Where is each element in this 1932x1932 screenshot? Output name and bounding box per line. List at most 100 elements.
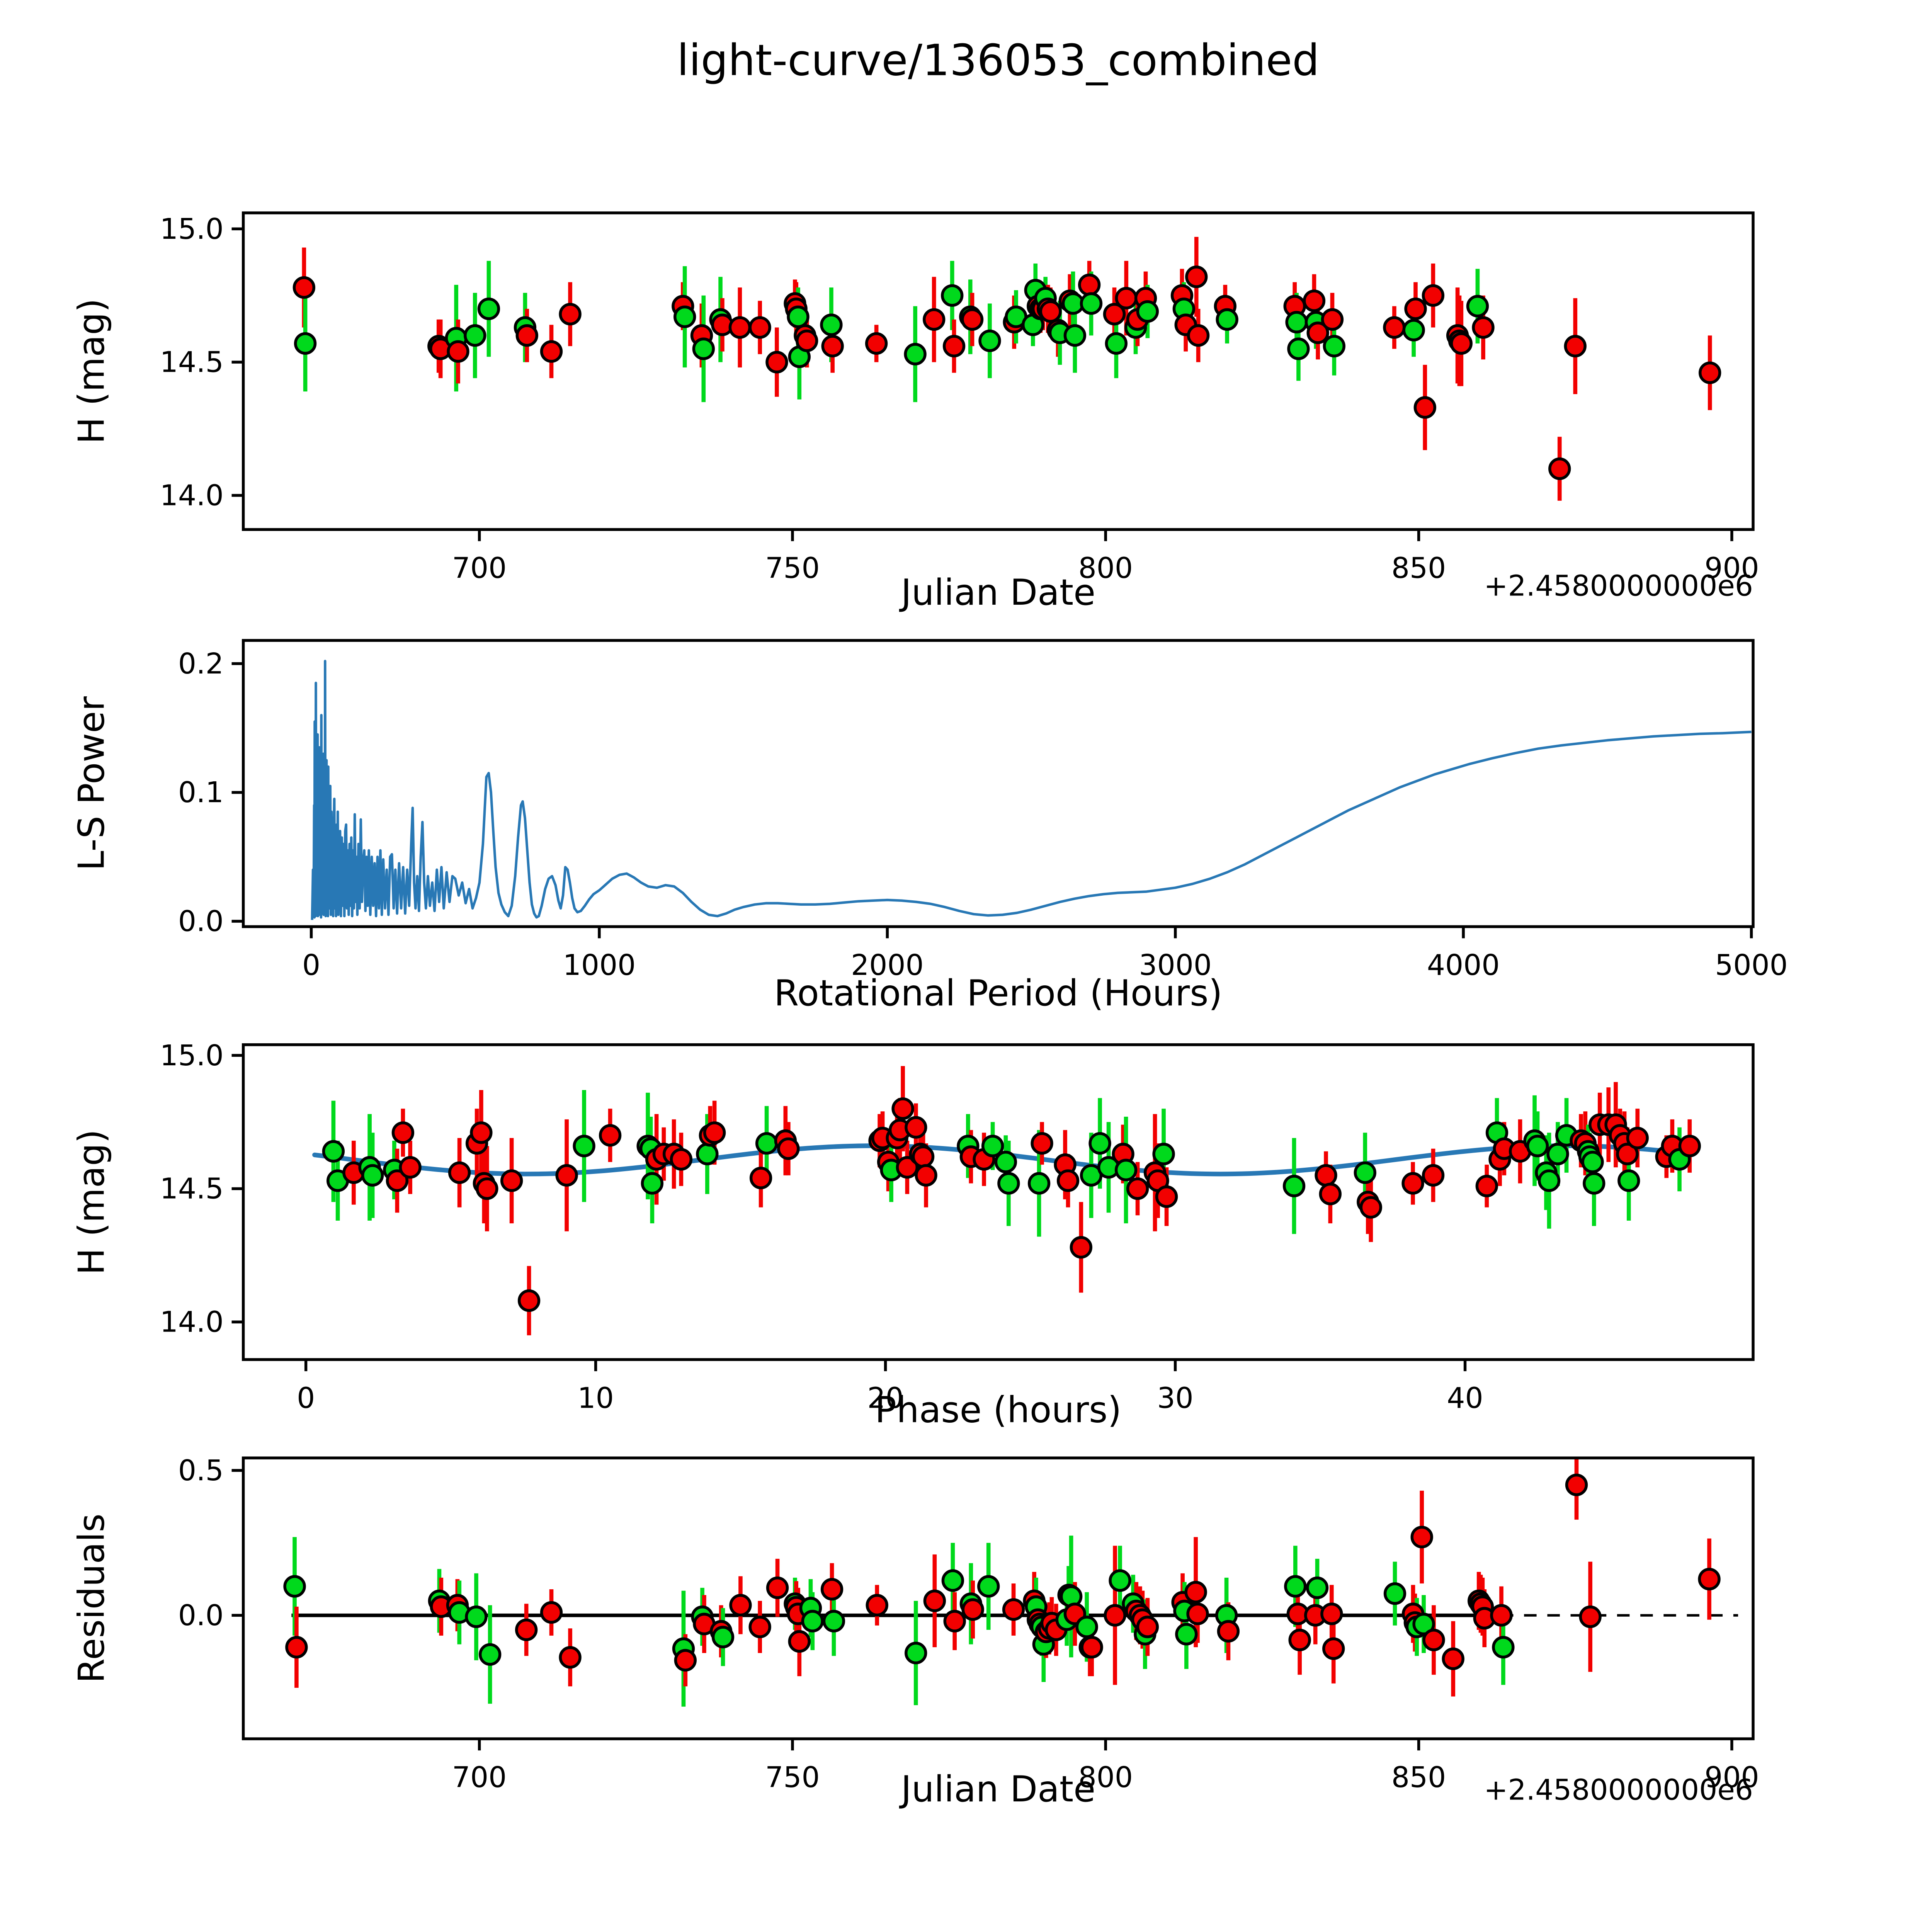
panel-periodogram: 0 1000 2000 3000 4000 5000 0.2 0.1 0.0 Rotational…	[71, 639, 1788, 1014]
residuals-x-axis-label: Julian Date	[899, 1768, 1096, 1810]
data-point	[674, 1649, 697, 1672]
data-point	[1078, 273, 1101, 296]
data-point	[977, 1575, 1000, 1598]
data-point	[399, 1156, 422, 1179]
data-point	[1185, 265, 1208, 288]
data-point	[477, 298, 500, 320]
periodogram-curve	[311, 660, 1752, 920]
data-point	[1490, 1604, 1513, 1627]
data-point	[748, 316, 771, 339]
x-tick-label: 700	[452, 1761, 507, 1794]
data-point	[943, 1610, 966, 1633]
data-point	[464, 324, 486, 347]
panel-lightcurve: 700 750 800 850 900 15.0 14.5 14.0 Julian Date +2…	[71, 211, 1759, 613]
x-tick-label: 3000	[1139, 949, 1212, 982]
y-tick-label: 15.0	[160, 213, 224, 246]
data-point	[476, 1177, 498, 1200]
residuals-error-bars	[293, 1458, 1711, 1707]
data-point	[1472, 316, 1495, 339]
data-point	[573, 1134, 595, 1158]
x-tick-label: 20	[867, 1382, 903, 1415]
data-point	[1319, 1182, 1342, 1206]
data-point	[1306, 1577, 1329, 1599]
lightcurve-y-ticks: 15.0 14.5 14.0	[160, 213, 243, 512]
data-point	[599, 1124, 622, 1147]
phase-plot-area	[312, 1066, 1701, 1335]
data-point	[1315, 1164, 1337, 1187]
data-point	[1442, 1647, 1464, 1670]
data-point	[1184, 1581, 1207, 1604]
x-tick-label: 30	[1157, 1382, 1193, 1415]
phase-markers	[322, 1097, 1701, 1312]
data-point	[866, 1594, 888, 1617]
data-point	[1063, 324, 1087, 347]
x-tick-label: 750	[765, 1761, 820, 1794]
data-point	[777, 1137, 800, 1160]
panel-residuals: 700 750 800 850 900 0.5 0.0 Julian Date +2.45800…	[71, 1454, 1759, 1810]
residuals-plot-area	[283, 1458, 1738, 1707]
data-point	[822, 1610, 845, 1633]
x-tick-label: 900	[1704, 551, 1759, 585]
data-point	[994, 1151, 1017, 1173]
lightcurve-plot-area	[293, 237, 1721, 501]
x-tick-label: 800	[1078, 1761, 1133, 1794]
data-point	[1492, 1636, 1515, 1659]
residuals-markers	[283, 1473, 1721, 1672]
x-tick-label: 0	[297, 1382, 315, 1415]
data-point	[515, 324, 538, 347]
data-point	[1109, 1569, 1131, 1592]
data-point	[1306, 321, 1329, 344]
data-point	[711, 1626, 735, 1648]
axes-frame	[242, 1456, 1755, 1740]
data-point	[1284, 1575, 1307, 1598]
data-point	[322, 1140, 345, 1163]
data-point	[703, 1121, 726, 1144]
data-point	[1186, 1602, 1209, 1625]
periodogram-plot-area	[311, 660, 1752, 920]
x-tick-label: 850	[1391, 551, 1446, 585]
data-point	[820, 1578, 844, 1601]
lightcurve-x-axis-label: Julian Date	[899, 571, 1096, 613]
data-point	[1466, 295, 1489, 318]
data-point	[1105, 332, 1128, 355]
data-point	[285, 1636, 308, 1659]
data-point	[1321, 308, 1344, 331]
data-point	[673, 305, 696, 328]
data-point	[448, 1161, 471, 1184]
data-point	[865, 332, 888, 355]
data-point	[1383, 1582, 1406, 1605]
data-point	[796, 329, 818, 352]
data-point	[1061, 292, 1085, 315]
data-point	[1404, 298, 1427, 320]
data-point	[1175, 1623, 1198, 1646]
y-tick-label: 0.2	[178, 647, 224, 680]
data-point	[1216, 308, 1238, 331]
data-point	[729, 1594, 752, 1617]
data-point	[1626, 1127, 1649, 1150]
data-point	[997, 1172, 1020, 1195]
data-point	[1285, 311, 1308, 333]
lightcurve-y-axis-label: H (mag)	[71, 298, 112, 444]
phase-y-axis-label: H (mag)	[71, 1129, 112, 1275]
data-point	[559, 303, 582, 326]
data-point	[821, 335, 844, 357]
data-point	[1546, 1143, 1569, 1165]
data-point	[923, 1589, 946, 1612]
data-point	[386, 1169, 409, 1192]
data-point	[1080, 1636, 1103, 1659]
residuals-x-offset-text: +2.4580000000e6	[1484, 1773, 1753, 1806]
data-point	[1039, 300, 1062, 323]
data-point	[915, 1164, 937, 1187]
data-point	[788, 1630, 811, 1653]
data-point	[1056, 1169, 1080, 1192]
data-point	[517, 1289, 541, 1312]
data-point	[978, 329, 1001, 352]
data-point	[470, 1121, 493, 1144]
data-point	[1564, 335, 1587, 357]
data-point	[942, 335, 966, 357]
data-point	[1537, 1169, 1561, 1192]
x-tick-label: 800	[1078, 551, 1133, 585]
periodogram-x-ticks: 0 1000 2000 3000 4000 5000	[302, 927, 1788, 982]
data-point	[283, 1575, 306, 1598]
data-point	[1617, 1169, 1640, 1192]
